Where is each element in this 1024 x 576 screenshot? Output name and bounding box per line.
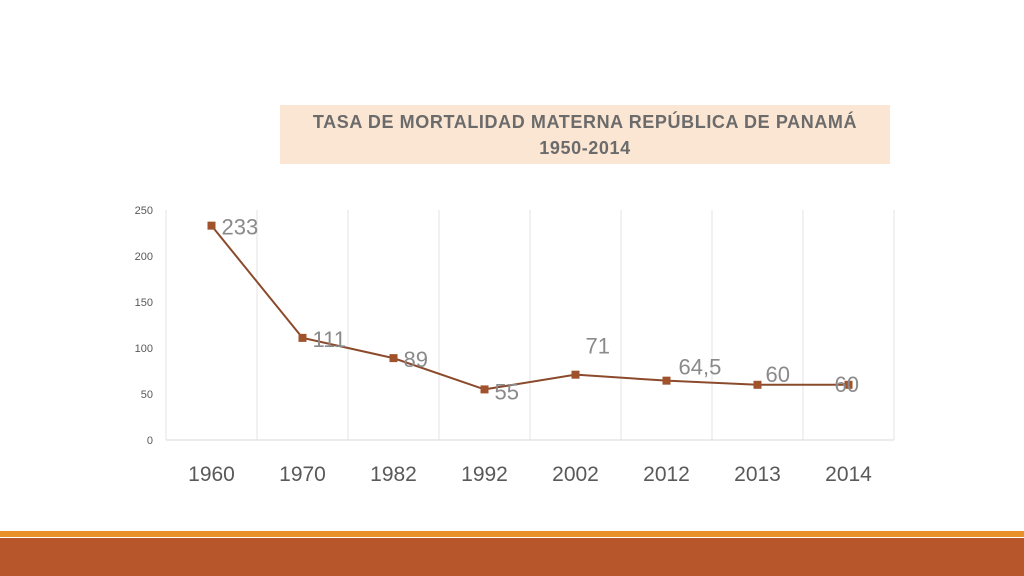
data-label: 64,5: [679, 355, 722, 380]
series-line: [210, 225, 849, 391]
y-tick-label: 0: [147, 435, 153, 447]
footer-stripe: [0, 531, 1024, 537]
data-label: 60: [835, 372, 859, 397]
data-point-marker: [571, 370, 580, 379]
data-point-marker: [389, 354, 398, 363]
x-tick-label: 2002: [552, 463, 599, 486]
data-point-marker: [298, 333, 307, 342]
data-label: 55: [495, 379, 519, 404]
y-tick-label: 100: [135, 343, 153, 355]
y-tick-label: 150: [135, 297, 153, 309]
grid: [165, 210, 895, 440]
data-point-marker: [844, 380, 853, 389]
chart-subtitle: 1950-2014: [539, 137, 631, 158]
data-point-marker: [207, 221, 216, 230]
x-tick-label: 1992: [461, 463, 508, 486]
data-point-marker: [662, 376, 671, 385]
footer-band: [0, 538, 1024, 576]
y-tick-label: 250: [135, 205, 153, 217]
data-label: 111: [313, 327, 346, 352]
data-label: 60: [766, 362, 790, 387]
series: [207, 221, 853, 394]
y-tick-label: 200: [135, 251, 153, 263]
x-tick-label: 2013: [734, 463, 781, 486]
x-tick-label: 1970: [279, 463, 326, 486]
y-tick-label: 50: [141, 389, 153, 401]
x-tick-label: 1960: [188, 463, 235, 486]
data-point-marker: [480, 385, 489, 394]
data-label: 233: [222, 215, 259, 240]
axes: 0 50 100 150 200 250 1960 1970 1982 1992 2002 2012 2…: [135, 205, 894, 486]
x-tick-label: 2012: [643, 463, 690, 486]
x-tick-label: 1982: [370, 463, 417, 486]
data-label: 71: [586, 334, 610, 359]
chart-title-box: TASA DE MORTALIDAD MATERNA REPÚBLICA DE …: [280, 105, 890, 164]
x-tick-label: 2014: [825, 463, 872, 486]
data-labels: 233 111 89 55 71 64,5 60 60: [222, 215, 859, 405]
data-point-marker: [753, 380, 762, 389]
data-label: 89: [404, 347, 428, 372]
chart-title: TASA DE MORTALIDAD MATERNA REPÚBLICA DE …: [312, 111, 858, 132]
